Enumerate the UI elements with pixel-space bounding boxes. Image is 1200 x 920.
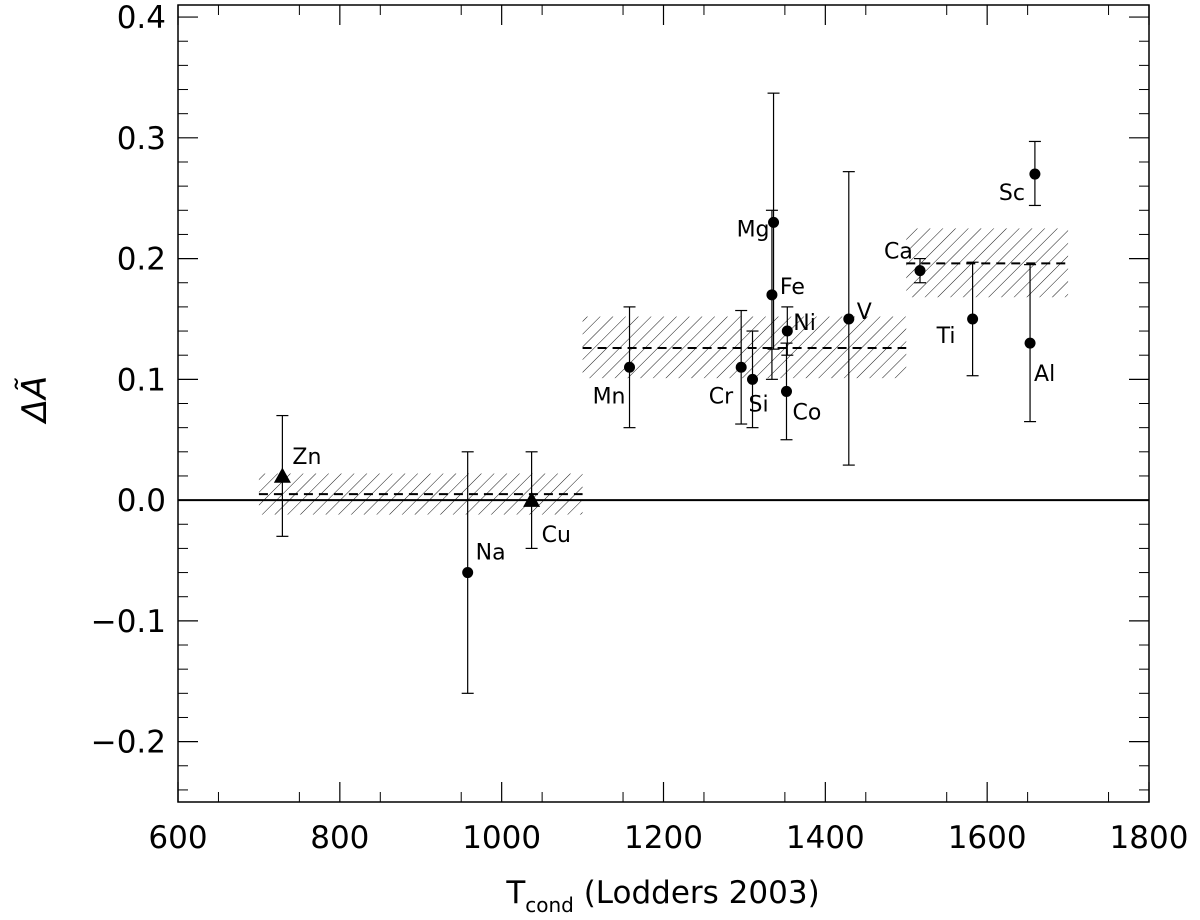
point-ca [914,265,926,277]
point-label-zn: Zn [292,445,321,470]
x-axis-label: Tcond (Lodders 2003) [505,875,819,916]
point-mg [768,216,780,228]
point-si [747,373,759,385]
point-label-co: Co [792,400,821,425]
plot-frame [177,4,1150,803]
point-ti [967,313,979,325]
y-tick-label: 0.4 [117,0,166,36]
points-layer: Zn Na Cu Mn Cr Si Mg Fe Ni Co V Ca Ti Al Sc [273,92,1055,694]
x-tick-label: 1800 [1110,820,1189,856]
point-label-al: Al [1034,362,1055,387]
point-zn [273,467,291,483]
point-label-ca: Ca [884,240,913,265]
point-sc [1029,168,1041,180]
x-axis-label-subscript: cond [525,893,574,916]
y-tick-label: −0.1 [91,604,166,640]
point-v [843,313,855,325]
point-label-ti: Ti [936,324,956,349]
point-label-cu: Cu [542,523,571,548]
y-tick-label: 0.3 [117,121,166,157]
y-tick-label: 0.0 [117,483,166,519]
point-label-ni: Ni [793,311,816,336]
point-al [1024,337,1036,349]
point-label-cr: Cr [709,384,734,409]
point-ni [781,325,793,337]
x-tick-label: 1000 [462,820,541,856]
point-na [462,567,474,579]
point-label-si: Si [749,392,769,417]
point-label-fe: Fe [780,275,805,300]
bands-layer [258,228,1069,515]
y-axis-label: ΔÃ [15,376,55,426]
point-label-na: Na [476,541,506,566]
x-tick-label: 1200 [624,820,703,856]
x-tick-label: 1400 [786,820,865,856]
x-tick-label: 600 [148,820,207,856]
axes-layer: 600 800 1000 1200 1400 1600 1800 −0.2 −0.1 0.0 0.1… [91,0,1189,856]
y-tick-label: 0.2 [117,242,166,278]
x-tick-label: 800 [310,820,369,856]
y-tick-label: −0.2 [91,725,166,761]
point-label-v: V [857,300,872,325]
x-axis-label-main: T [505,875,526,911]
point-cr [735,361,747,373]
x-axis-label-suffix: (Lodders 2003) [574,875,820,911]
point-mn [624,361,636,373]
y-tick-label: 0.1 [117,362,166,398]
point-cu [523,491,541,507]
point-label-sc: Sc [999,181,1025,206]
point-label-mg: Mg [737,217,770,242]
point-fe [766,289,778,301]
point-label-mn: Mn [593,384,626,409]
point-co [780,385,792,397]
x-tick-label: 1600 [948,820,1027,856]
